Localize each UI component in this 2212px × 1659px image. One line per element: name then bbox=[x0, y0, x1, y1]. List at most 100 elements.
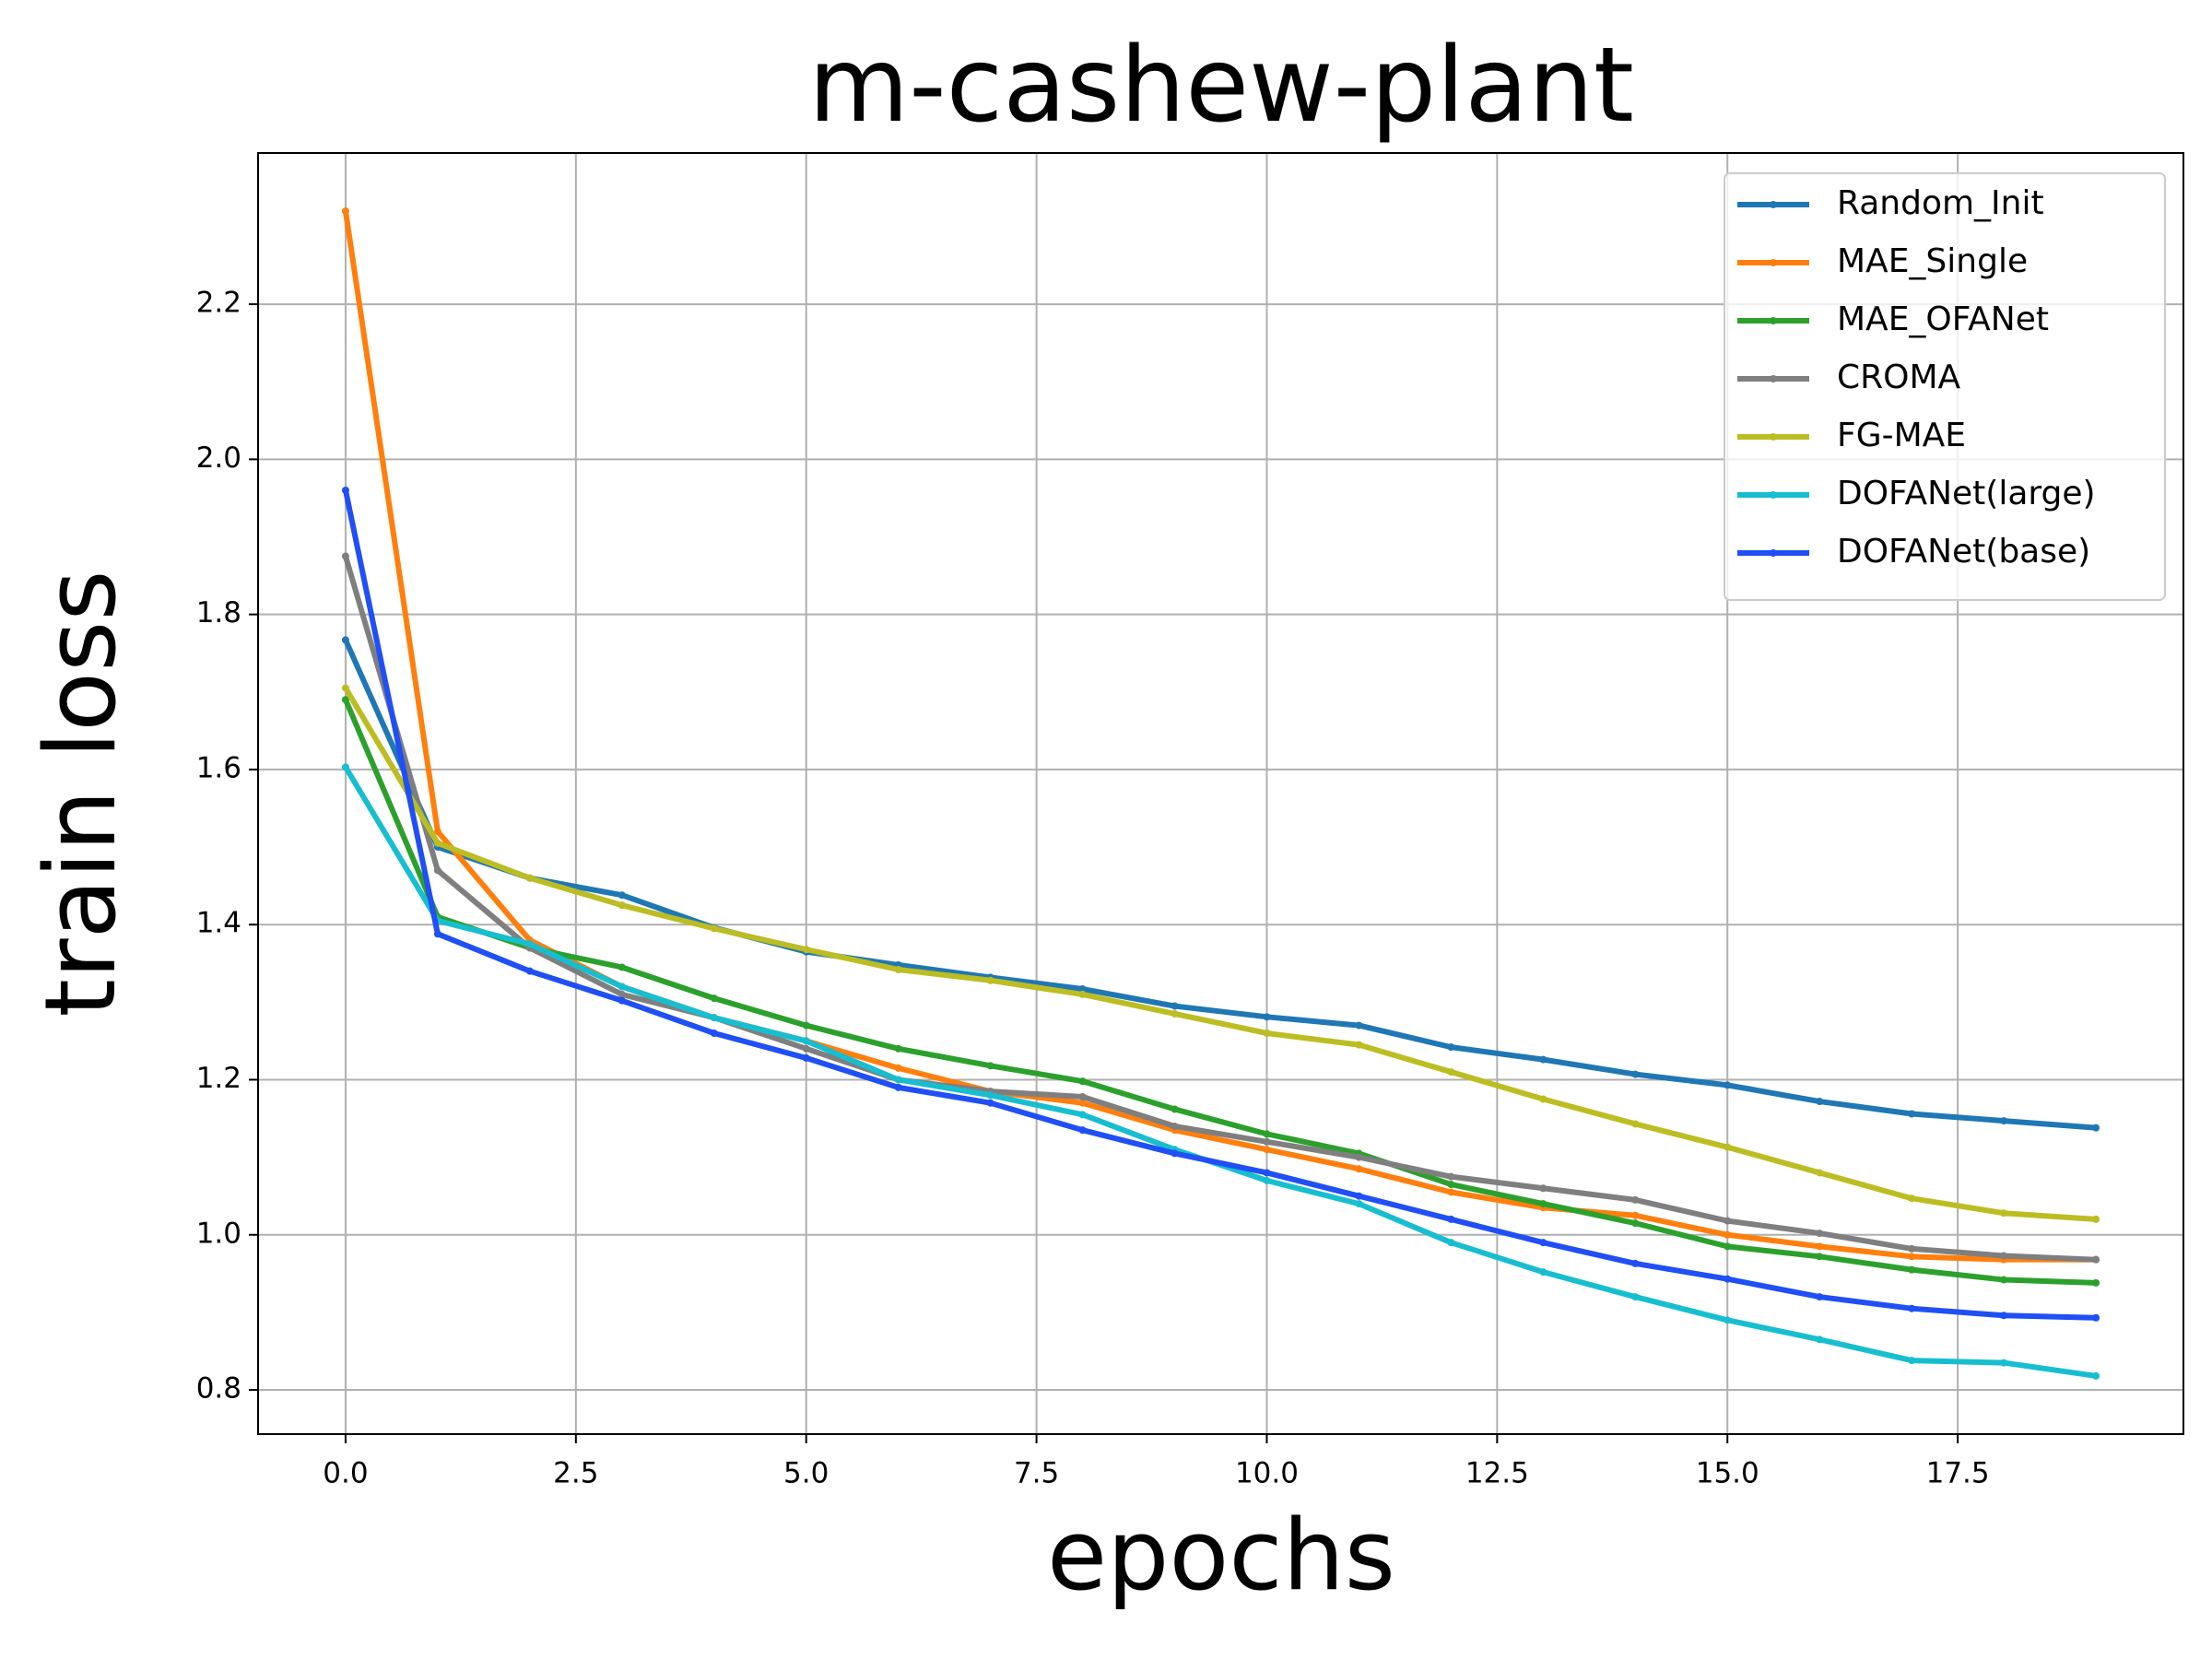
point-marker bbox=[986, 1091, 994, 1100]
point-marker bbox=[1631, 1259, 1640, 1267]
point-marker bbox=[1816, 1169, 1824, 1177]
point-marker bbox=[1171, 1105, 1179, 1113]
y-tick-label: 0.8 bbox=[196, 1372, 241, 1406]
y-axis-label: train loss bbox=[24, 570, 137, 1017]
point-marker bbox=[2000, 1209, 2008, 1218]
point-marker bbox=[1539, 1200, 1547, 1208]
point-marker bbox=[894, 1044, 902, 1053]
point-marker bbox=[1816, 1253, 1824, 1261]
point-marker bbox=[1355, 1021, 1363, 1030]
point-marker bbox=[802, 1021, 810, 1030]
point-marker bbox=[1447, 1181, 1455, 1189]
point-marker bbox=[1539, 1055, 1547, 1064]
point-marker bbox=[1447, 1188, 1455, 1196]
point-marker bbox=[525, 940, 534, 948]
legend-marker bbox=[1770, 201, 1777, 208]
point-marker bbox=[433, 930, 441, 938]
legend-label: MAE_Single bbox=[1837, 242, 2028, 280]
point-marker bbox=[1447, 1043, 1455, 1052]
x-tick-label: 10.0 bbox=[1235, 1457, 1299, 1490]
point-marker bbox=[618, 996, 626, 1005]
point-marker bbox=[341, 684, 349, 692]
point-marker bbox=[1263, 1176, 1271, 1184]
point-marker bbox=[433, 866, 441, 875]
point-marker bbox=[1263, 1013, 1271, 1021]
point-marker bbox=[710, 924, 718, 933]
point-marker bbox=[986, 1062, 994, 1070]
point-marker bbox=[802, 1037, 810, 1045]
point-marker bbox=[1724, 1275, 1732, 1283]
point-marker bbox=[1355, 1192, 1363, 1200]
point-marker bbox=[1908, 1194, 1916, 1203]
point-marker bbox=[341, 696, 349, 704]
point-marker bbox=[710, 1029, 718, 1037]
y-tick-label: 1.0 bbox=[196, 1217, 241, 1250]
point-marker bbox=[1908, 1304, 1916, 1312]
point-marker bbox=[710, 994, 718, 1003]
point-marker bbox=[710, 1014, 718, 1022]
point-marker bbox=[1447, 1239, 1455, 1247]
legend-marker bbox=[1770, 317, 1777, 324]
point-marker bbox=[433, 839, 441, 847]
x-axis-label: epochs bbox=[1047, 1499, 1395, 1612]
point-marker bbox=[1078, 1099, 1087, 1107]
point-marker bbox=[1447, 1068, 1455, 1077]
point-marker bbox=[1355, 1165, 1363, 1173]
point-marker bbox=[1816, 1242, 1824, 1251]
point-marker bbox=[2000, 1252, 2008, 1260]
point-marker bbox=[618, 891, 626, 900]
point-marker bbox=[1355, 1200, 1363, 1208]
point-marker bbox=[433, 828, 441, 836]
point-marker bbox=[2092, 1124, 2100, 1132]
legend-box bbox=[1724, 172, 2166, 601]
series-line bbox=[342, 696, 2100, 1287]
point-marker bbox=[618, 982, 626, 991]
legend-label: MAE_OFANet bbox=[1837, 300, 2049, 338]
point-marker bbox=[1631, 1120, 1640, 1128]
point-marker bbox=[341, 487, 349, 495]
legend-label: DOFANet(base) bbox=[1837, 533, 2090, 571]
point-marker bbox=[341, 552, 349, 560]
point-marker bbox=[1724, 1242, 1732, 1251]
point-marker bbox=[1263, 1029, 1271, 1037]
point-marker bbox=[2092, 1313, 2100, 1322]
point-marker bbox=[1631, 1219, 1640, 1228]
point-marker bbox=[802, 1044, 810, 1053]
point-marker bbox=[2092, 1215, 2100, 1223]
point-marker bbox=[2092, 1255, 2100, 1264]
point-marker bbox=[525, 874, 534, 882]
point-marker bbox=[1447, 1172, 1455, 1181]
point-marker bbox=[1171, 1122, 1179, 1130]
plot-frame bbox=[257, 152, 2184, 1435]
point-marker bbox=[1631, 1070, 1640, 1078]
point-marker bbox=[341, 636, 349, 644]
point-marker bbox=[1908, 1357, 1916, 1365]
x-tick-label: 12.5 bbox=[1465, 1457, 1529, 1490]
point-marker bbox=[986, 1099, 994, 1107]
point-marker bbox=[894, 1064, 902, 1072]
point-marker bbox=[802, 1053, 810, 1062]
point-marker bbox=[1539, 1095, 1547, 1103]
x-tick-label: 2.5 bbox=[553, 1457, 598, 1490]
point-marker bbox=[618, 901, 626, 910]
point-marker bbox=[1078, 990, 1087, 998]
y-tick-label: 1.6 bbox=[196, 751, 241, 784]
point-marker bbox=[1816, 1293, 1824, 1301]
series-line bbox=[341, 684, 2100, 1223]
y-tick-label: 1.4 bbox=[196, 907, 241, 940]
point-marker bbox=[1078, 1111, 1087, 1119]
legend-label: FG-MAE bbox=[1837, 417, 1966, 454]
point-marker bbox=[618, 963, 626, 971]
y-tick-label: 1.2 bbox=[196, 1062, 241, 1095]
point-marker bbox=[525, 967, 534, 975]
point-marker bbox=[1908, 1253, 1916, 1261]
legend-marker bbox=[1770, 433, 1777, 441]
chart-title: m-cashew-plant bbox=[808, 26, 1634, 146]
point-marker bbox=[1908, 1244, 1916, 1253]
legend-marker bbox=[1770, 549, 1777, 557]
x-tick-label: 7.5 bbox=[1014, 1457, 1059, 1490]
point-marker bbox=[1263, 1130, 1271, 1138]
point-marker bbox=[1631, 1195, 1640, 1204]
x-tick-label: 15.0 bbox=[1696, 1457, 1759, 1490]
series-line bbox=[342, 487, 2100, 1321]
